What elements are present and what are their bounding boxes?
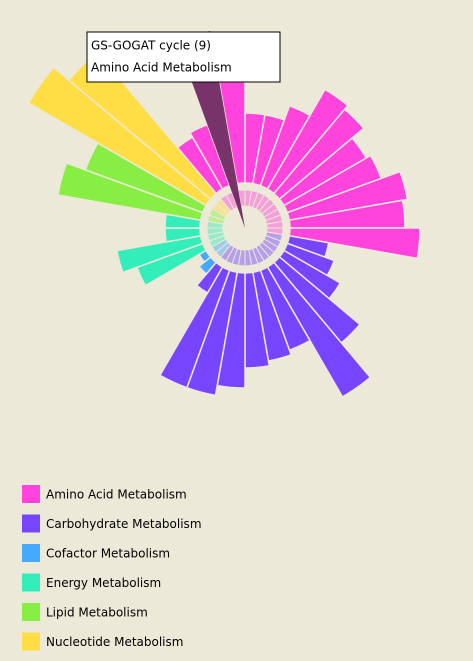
ring-segment (255, 244, 271, 262)
ring-segment (248, 248, 259, 267)
ring-segment (244, 189, 253, 207)
ring-segment (251, 191, 265, 210)
ring-segment (261, 238, 279, 254)
ring-segment (206, 231, 225, 242)
legend-swatch (22, 514, 40, 533)
ring-segment (225, 246, 239, 265)
ring-segment (237, 249, 246, 267)
legend-label: Energy Metabolism (46, 576, 161, 590)
ring-segment (263, 234, 282, 248)
legend-label: Nucleotide Metabolism (46, 635, 183, 649)
ring-segment (237, 189, 246, 207)
ring-segment (211, 238, 229, 254)
legend-swatch (22, 632, 40, 651)
ring-segment (219, 194, 235, 212)
ring-segment (266, 220, 284, 229)
ring-segment (258, 198, 275, 215)
ring-segment (211, 202, 229, 218)
ring-segment (206, 220, 224, 229)
ring-segment (208, 234, 227, 248)
legend-label: Lipid Metabolism (46, 606, 148, 620)
legend-swatch (22, 603, 40, 621)
ring-segment (215, 198, 232, 215)
bar (188, 123, 231, 191)
wedges (27, 31, 421, 398)
ring-segment (231, 248, 242, 267)
ring-segment (248, 189, 259, 208)
legend-swatch (22, 485, 40, 503)
legend: Amino Acid Metabolism Carbohydrate Metabo… (22, 485, 202, 651)
ring-segment (215, 241, 232, 258)
legend-label: Cofactor Metabolism (46, 547, 170, 561)
ring-segment (251, 246, 265, 265)
legend-label: Carbohydrate Metabolism (46, 517, 202, 531)
tooltip-subtitle: Amino Acid Metabolism (91, 61, 232, 75)
ring-segment (263, 208, 282, 222)
ring-segment (206, 227, 224, 236)
bar (67, 50, 218, 201)
ring-segment (219, 244, 235, 262)
ring-segment (258, 241, 275, 258)
ring-segment (266, 227, 284, 236)
ring-segment (244, 249, 253, 267)
ring-segment (255, 194, 271, 212)
tooltip-title: GS-GOGAT cycle (9) (91, 39, 211, 53)
tooltip-box (86, 31, 281, 83)
ring-segment (208, 208, 227, 222)
ring-segment (265, 214, 284, 225)
legend-label: Amino Acid Metabolism (46, 488, 187, 502)
ring-segment (206, 214, 225, 225)
legend-swatch (22, 544, 40, 562)
legend-swatch (22, 573, 40, 592)
ring-segment (261, 202, 279, 218)
ring-segment (265, 231, 284, 242)
